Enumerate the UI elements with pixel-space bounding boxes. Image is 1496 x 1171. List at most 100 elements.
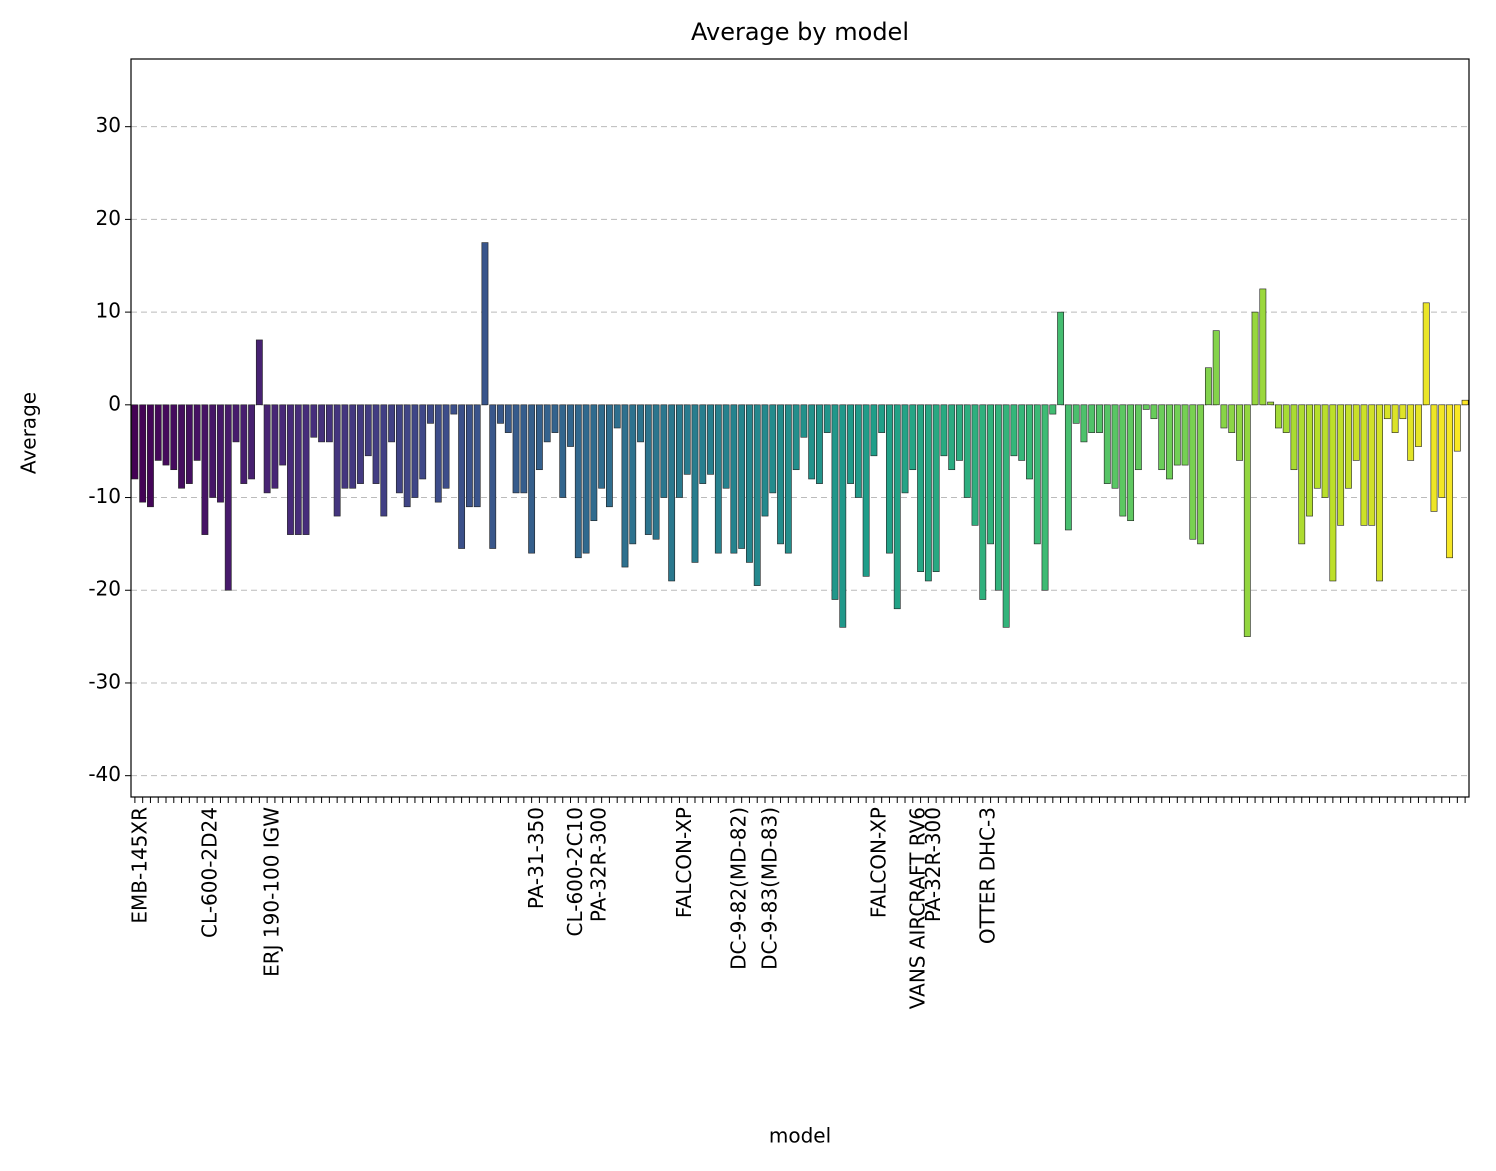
bar bbox=[714, 404, 722, 554]
bar bbox=[333, 404, 341, 517]
bar bbox=[1282, 404, 1290, 433]
bar bbox=[1204, 367, 1212, 406]
bar bbox=[271, 404, 279, 489]
bar bbox=[963, 404, 971, 498]
bar bbox=[1134, 404, 1142, 471]
bar bbox=[1127, 404, 1135, 522]
bar bbox=[403, 404, 411, 508]
bar bbox=[551, 404, 559, 433]
bar bbox=[504, 404, 512, 433]
bar bbox=[201, 404, 209, 535]
bar bbox=[1010, 404, 1018, 457]
y-tick-label: -40 bbox=[88, 762, 121, 786]
bar bbox=[1399, 404, 1407, 420]
bar bbox=[676, 404, 683, 498]
bar bbox=[232, 404, 240, 443]
bar bbox=[1329, 404, 1337, 582]
bar bbox=[1088, 404, 1096, 433]
bar bbox=[769, 404, 777, 494]
bar bbox=[1236, 404, 1243, 461]
bar bbox=[1306, 404, 1313, 517]
bar bbox=[170, 404, 178, 471]
bar bbox=[1345, 404, 1352, 489]
chart-title: Average by model bbox=[691, 18, 909, 46]
bar bbox=[1072, 404, 1080, 424]
bar bbox=[722, 404, 730, 489]
bar bbox=[458, 404, 466, 549]
bar bbox=[434, 404, 442, 503]
bar bbox=[1422, 302, 1430, 406]
bar bbox=[1111, 404, 1119, 489]
bar bbox=[730, 404, 738, 554]
bar bbox=[535, 404, 543, 471]
bar bbox=[738, 404, 746, 549]
bar bbox=[1173, 404, 1181, 466]
bar bbox=[465, 404, 473, 508]
bar bbox=[1189, 404, 1197, 540]
bar bbox=[567, 404, 574, 447]
bar bbox=[147, 404, 154, 508]
x-tick-label: OTTER DHC-3 bbox=[975, 807, 999, 944]
bar bbox=[473, 404, 481, 508]
bar bbox=[1243, 404, 1251, 637]
bar bbox=[325, 404, 333, 443]
bar bbox=[644, 404, 652, 535]
bar bbox=[341, 404, 349, 489]
bar bbox=[442, 404, 450, 489]
bar bbox=[1142, 404, 1150, 410]
y-tick-label: -30 bbox=[88, 669, 121, 693]
bar bbox=[318, 404, 325, 443]
bar bbox=[1321, 404, 1329, 498]
x-axis-label: model bbox=[769, 1124, 831, 1148]
bar bbox=[1096, 404, 1103, 433]
bar bbox=[1267, 401, 1275, 406]
bar bbox=[971, 404, 979, 526]
bar bbox=[1461, 399, 1469, 406]
bar bbox=[1041, 404, 1049, 591]
x-tick-label: ERJ 190-100 IGW bbox=[260, 807, 284, 977]
bar bbox=[1415, 404, 1422, 447]
bar bbox=[574, 404, 582, 559]
x-tick-label: CL-600-2D24 bbox=[197, 807, 221, 938]
bar bbox=[520, 404, 528, 494]
x-tick-label: EMB-145XR bbox=[127, 807, 151, 924]
bar bbox=[248, 404, 255, 480]
bar bbox=[629, 404, 637, 545]
bar bbox=[310, 404, 318, 438]
bar bbox=[1057, 311, 1065, 406]
bar bbox=[364, 404, 372, 457]
bar bbox=[1166, 404, 1173, 480]
bar bbox=[302, 404, 310, 535]
bar bbox=[450, 404, 458, 415]
y-tick-label: 20 bbox=[96, 206, 121, 230]
bar bbox=[816, 404, 823, 484]
bar bbox=[193, 404, 201, 461]
bar bbox=[1064, 404, 1072, 531]
bar bbox=[217, 404, 224, 503]
bar bbox=[582, 404, 590, 554]
bar bbox=[792, 404, 800, 471]
bar bbox=[917, 404, 924, 573]
bar bbox=[862, 404, 870, 577]
bar bbox=[489, 404, 497, 549]
bar bbox=[707, 404, 714, 475]
bar bbox=[1313, 404, 1321, 489]
bar bbox=[512, 404, 520, 494]
bar bbox=[606, 404, 613, 508]
bar bbox=[940, 404, 948, 457]
y-tick-label: 30 bbox=[96, 113, 121, 137]
y-axis-label: Average bbox=[17, 392, 41, 474]
bar bbox=[893, 404, 901, 610]
bar bbox=[559, 404, 567, 498]
bar bbox=[753, 404, 761, 586]
bar bbox=[263, 404, 271, 494]
bar bbox=[1453, 404, 1461, 452]
bar bbox=[777, 404, 784, 545]
bar bbox=[652, 404, 660, 540]
bar bbox=[987, 404, 994, 545]
bar bbox=[1103, 404, 1111, 484]
x-tick-label: DC-9-83(MD-83) bbox=[757, 807, 781, 970]
bar bbox=[1033, 404, 1041, 545]
bar bbox=[1181, 404, 1189, 466]
